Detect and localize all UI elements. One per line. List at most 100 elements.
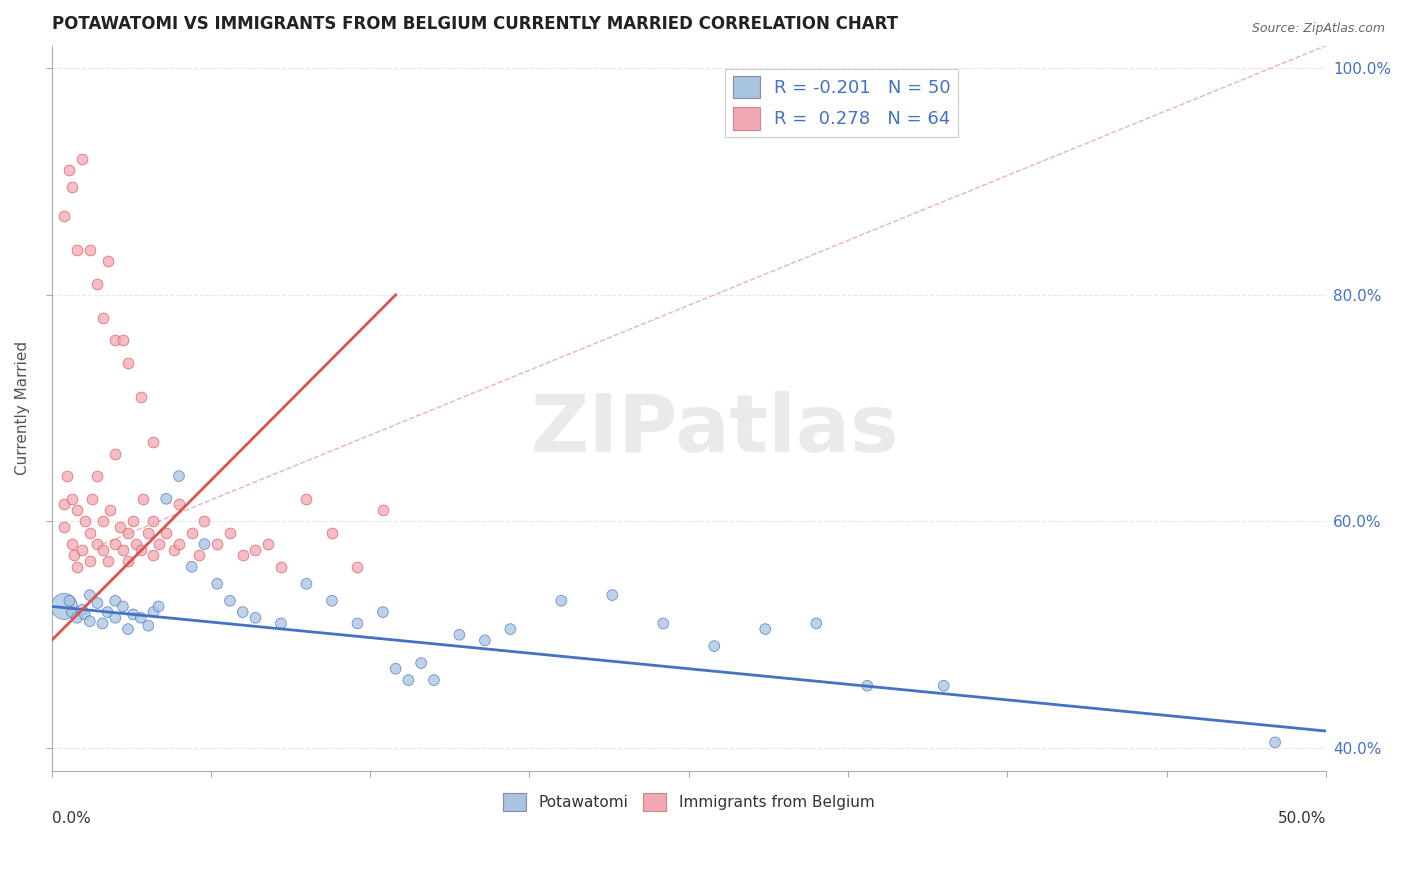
Y-axis label: Currently Married: Currently Married (15, 341, 30, 475)
Point (167, 469, 190, 483)
Point (396, 673, 419, 687)
Point (449, 628, 471, 642)
Point (58, 594, 80, 608)
Point (1010, 803, 1032, 817)
Point (148, 537, 170, 551)
Point (56, 469, 79, 483)
Point (205, 537, 228, 551)
Point (97, 605, 120, 619)
Point (124, 537, 146, 551)
Point (79, 525, 101, 540)
Point (129, 542, 152, 557)
Point (550, 594, 572, 608)
Point (129, 611, 152, 625)
Point (155, 491, 177, 506)
Point (371, 503, 394, 517)
Point (188, 549, 211, 563)
Point (167, 537, 190, 551)
Point (754, 622, 776, 636)
Point (193, 515, 215, 529)
Point (73, 515, 96, 529)
Point (53, 520, 76, 534)
Point (245, 611, 267, 625)
Point (932, 679, 955, 693)
Point (79, 554, 101, 568)
Point (371, 605, 394, 619)
Point (86, 277, 108, 291)
Point (257, 537, 280, 551)
Legend: Potawatomi, Immigrants from Belgium: Potawatomi, Immigrants from Belgium (498, 787, 880, 817)
Point (205, 576, 228, 591)
Point (180, 525, 202, 540)
Point (97, 554, 120, 568)
Text: POTAWATOMI VS IMMIGRANTS FROM BELGIUM CURRENTLY MARRIED CORRELATION CHART: POTAWATOMI VS IMMIGRANTS FROM BELGIUM CU… (52, 15, 897, 33)
Point (232, 549, 254, 563)
Text: Source: ZipAtlas.com: Source: ZipAtlas.com (1251, 22, 1385, 36)
Point (245, 542, 267, 557)
Point (117, 554, 139, 568)
Point (193, 537, 215, 551)
Point (148, 599, 170, 614)
Point (82, 491, 104, 506)
Point (117, 525, 139, 540)
Point (110, 520, 132, 534)
Point (474, 633, 496, 648)
Point (86, 537, 108, 551)
Point (321, 525, 343, 540)
Point (53, 498, 76, 512)
Point (111, 542, 134, 557)
Point (66, 611, 89, 625)
Point (806, 616, 828, 631)
Point (117, 622, 139, 636)
Text: 0.0%: 0.0% (52, 811, 90, 826)
Point (384, 662, 406, 676)
Point (86, 596, 108, 610)
Point (66, 559, 89, 574)
Point (79, 588, 101, 602)
Point (652, 616, 675, 631)
Point (856, 679, 879, 693)
Point (270, 559, 292, 574)
Point (411, 656, 433, 670)
Point (180, 559, 202, 574)
Point (60, 491, 83, 506)
Point (346, 559, 368, 574)
Point (63, 549, 86, 563)
Point (602, 588, 624, 602)
Point (138, 618, 160, 632)
Point (66, 503, 89, 517)
Point (163, 542, 186, 557)
Point (122, 607, 145, 622)
Point (703, 639, 725, 653)
Point (232, 605, 254, 619)
Point (132, 491, 155, 506)
Point (79, 243, 101, 257)
Point (91, 616, 114, 631)
Point (70, 152, 93, 166)
Point (142, 549, 165, 563)
Point (79, 614, 101, 628)
Point (104, 594, 127, 608)
Point (91, 542, 114, 557)
Point (142, 515, 165, 529)
Point (346, 616, 368, 631)
Point (122, 515, 145, 529)
Point (91, 515, 114, 529)
Point (104, 333, 127, 347)
Point (295, 491, 318, 506)
Point (111, 599, 134, 614)
Point (58, 163, 80, 178)
Point (142, 605, 165, 619)
Text: ZIPatlas: ZIPatlas (530, 391, 898, 469)
Point (219, 525, 242, 540)
Point (129, 390, 152, 404)
Point (499, 622, 522, 636)
Point (60, 605, 83, 619)
Point (270, 616, 292, 631)
Point (219, 594, 242, 608)
Point (104, 611, 127, 625)
Point (138, 525, 160, 540)
Point (155, 525, 177, 540)
Point (91, 310, 114, 325)
Point (60, 537, 83, 551)
